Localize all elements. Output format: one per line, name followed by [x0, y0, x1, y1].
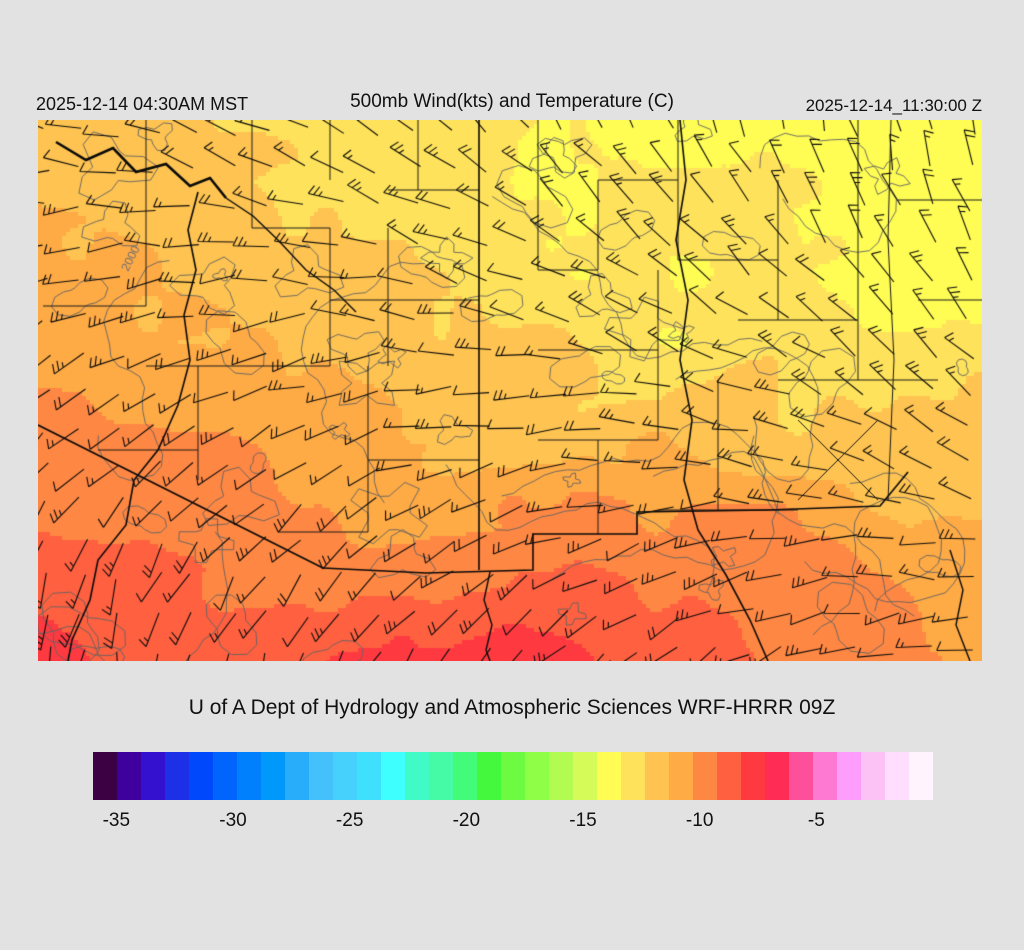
credit-line: U of A Dept of Hydrology and Atmospheric… [188, 696, 836, 719]
colorbar-tick-label: -25 [335, 810, 364, 831]
colorbar-segment [237, 752, 261, 800]
colorbar-segment [93, 752, 117, 800]
colorbar-segment [429, 752, 453, 800]
colorbar-segment [501, 752, 525, 800]
colorbar-segment [549, 752, 573, 800]
colorbar-segment [261, 752, 285, 800]
colorbar-tick-label: -5 [807, 810, 825, 831]
colorbar-segment [621, 752, 645, 800]
colorbar-segment [645, 752, 669, 800]
colorbar-segment [357, 752, 381, 800]
colorbar-tick-label: -35 [102, 810, 131, 831]
plot-title: 500mb Wind(kts) and Temperature (C) [350, 91, 674, 112]
colorbar-segment [141, 752, 165, 800]
weather-map-canvas [38, 120, 982, 661]
valid-time-utc: 2025-12-14_11:30:00 Z [805, 96, 982, 115]
colorbar-segment [813, 752, 837, 800]
colorbar-segment [381, 752, 405, 800]
colorbar-scale [93, 752, 933, 800]
colorbar-segment [189, 752, 213, 800]
colorbar-tick-label: -10 [685, 810, 714, 831]
colorbar-segment [573, 752, 597, 800]
colorbar-segment [789, 752, 813, 800]
colorbar-tick-label: -15 [569, 810, 597, 831]
colorbar-segment [765, 752, 789, 800]
colorbar-segment [453, 752, 477, 800]
colorbar-segment [117, 752, 141, 800]
colorbar-segment [885, 752, 909, 800]
colorbar-segment [861, 752, 885, 800]
colorbar-segment [717, 752, 741, 800]
colorbar-segment [285, 752, 309, 800]
colorbar-segment [597, 752, 621, 800]
colorbar-segment [309, 752, 333, 800]
colorbar-segment [741, 752, 765, 800]
colorbar-segment [669, 752, 693, 800]
colorbar-segment [405, 752, 429, 800]
colorbar-segment [525, 752, 549, 800]
valid-time-local: 2025-12-14 04:30AM MST [36, 94, 249, 114]
colorbar-segment [693, 752, 717, 800]
colorbar-segment [165, 752, 189, 800]
colorbar-segment [333, 752, 357, 800]
colorbar-tick-label: -30 [219, 810, 247, 831]
colorbar-segment [837, 752, 861, 800]
colorbar-tick-label: -20 [452, 810, 481, 831]
colorbar-segment [213, 752, 237, 800]
colorbar-segment [909, 752, 933, 800]
colorbar-segment [477, 752, 501, 800]
